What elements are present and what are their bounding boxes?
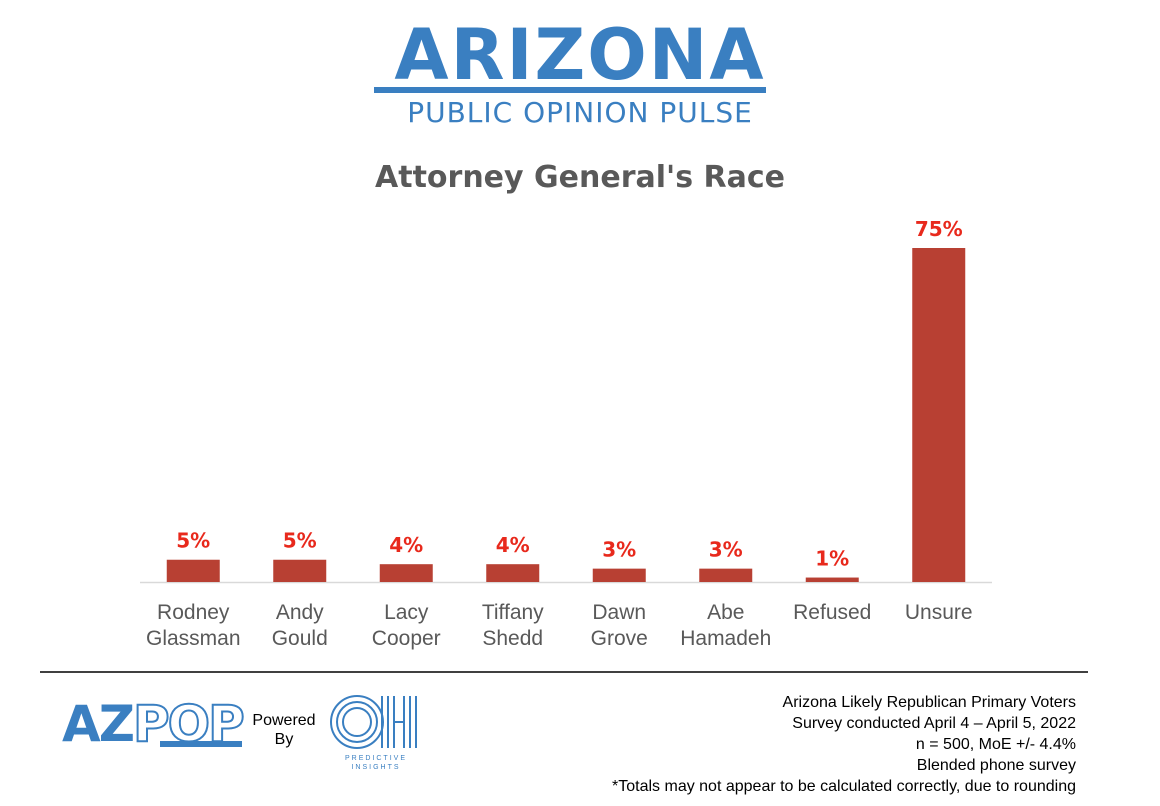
data-label: 5% <box>176 529 210 553</box>
category-label: Andy <box>276 601 324 624</box>
category-label: Grove <box>591 627 648 650</box>
data-label: 75% <box>915 217 963 241</box>
category-label: Refused <box>793 601 871 624</box>
powered-by-line1: Powered <box>252 712 316 729</box>
bar <box>699 568 753 582</box>
data-label: 5% <box>283 529 317 553</box>
bar <box>379 564 433 582</box>
category-label: Unsure <box>905 601 973 624</box>
data-label: 3% <box>709 538 743 562</box>
survey-note: n = 500, MoE +/- 4.4% <box>915 736 1076 753</box>
category-label: Lacy <box>384 601 429 624</box>
category-label: Abe <box>707 601 744 624</box>
survey-notes: Arizona Likely Republican Primary Voters… <box>612 692 1076 797</box>
category-label: Tiffany <box>482 601 544 624</box>
oh-predictive-logo: OH <box>330 692 417 749</box>
brand-title: ARIZONA <box>394 14 766 96</box>
brand-subtitle: PUBLIC OPINION PULSE <box>407 96 753 129</box>
data-label: 4% <box>389 533 423 557</box>
azpop-logo-az: AZ <box>62 695 135 753</box>
azpop-logo-underline <box>160 741 242 747</box>
bar-chart: 5% Rodney Glassman 5% Andy Gould 4% Lacy Cooper 4… <box>140 217 992 650</box>
oh-logo-text: OH <box>330 692 332 693</box>
footer-rule <box>40 671 1088 673</box>
bar <box>805 577 859 582</box>
category-label: Rodney <box>157 601 230 624</box>
bar <box>486 564 540 582</box>
survey-note: Blended phone survey <box>916 757 1076 774</box>
data-label: 4% <box>496 533 530 557</box>
category-label: Gould <box>272 627 328 650</box>
bar <box>592 568 646 582</box>
category-label: Cooper <box>372 627 441 650</box>
survey-note: *Totals may not appear to be calculated … <box>612 778 1076 795</box>
data-label: 1% <box>815 547 849 571</box>
bar <box>166 559 220 582</box>
powered-by-text: Powered By <box>252 711 316 749</box>
data-label: 3% <box>602 538 636 562</box>
powered-by-line2: By <box>274 731 294 748</box>
brand-rule <box>374 87 766 93</box>
category-label: Glassman <box>146 627 241 650</box>
category-label: Shedd <box>482 627 543 650</box>
chart-title: Attorney General's Race <box>375 160 785 195</box>
category-label: Hamadeh <box>680 627 771 650</box>
oh-tagline: PREDICTIVE INSIGHTS <box>344 755 407 771</box>
survey-note: Survey conducted April 4 – April 5, 2022 <box>792 715 1076 732</box>
bar <box>273 559 327 582</box>
survey-note: Arizona Likely Republican Primary Voters <box>782 694 1076 711</box>
bar <box>912 248 966 582</box>
category-label: Dawn <box>592 601 646 624</box>
